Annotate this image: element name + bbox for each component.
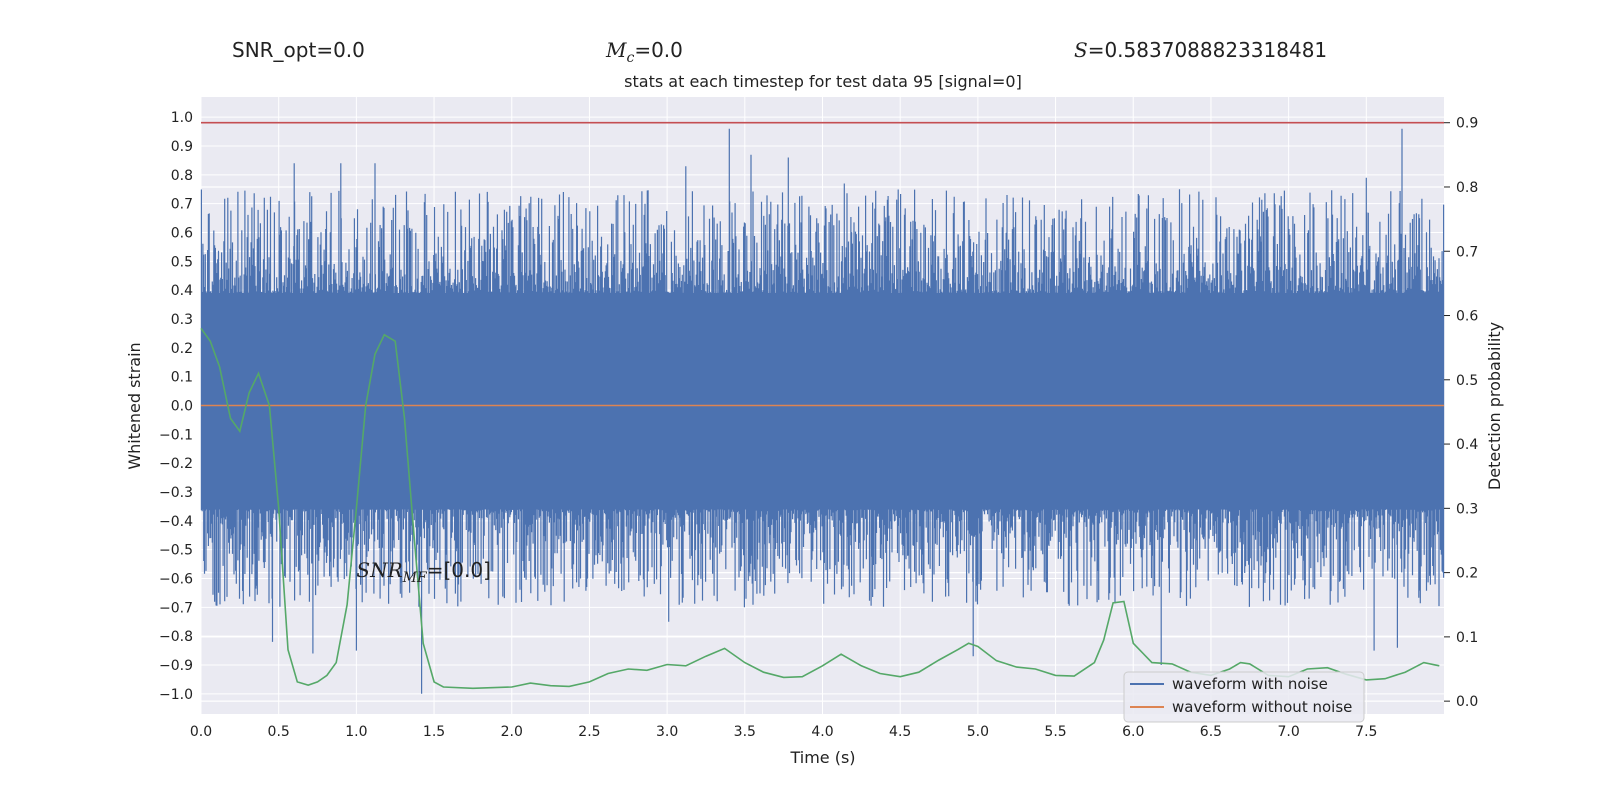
right-y-axis-ticks: 0.9 0.8 0.7 0.6 0.5 0.4 0.3 0.2 0.1 0.0: [1444, 116, 1478, 710]
x-tick-label: 0.5: [268, 724, 290, 740]
x-tick-label: 6.5: [1200, 724, 1222, 740]
y-left-tick-label: −0.5: [159, 543, 193, 559]
y-left-tick-label: −1.0: [159, 687, 193, 703]
y-right-tick-label: 0.5: [1456, 373, 1478, 389]
snr-mf-prefix: SNR: [356, 558, 402, 582]
x-tick-label: 5.5: [1044, 724, 1066, 740]
y-left-tick-label: 0.5: [171, 254, 193, 270]
y-left-tick-label: −0.2: [159, 456, 193, 472]
left-y-axis-label: Whitened strain: [125, 342, 144, 469]
x-tick-label: 2.5: [578, 724, 600, 740]
snr-mf-annotation: SNRMF=[0.0]: [356, 558, 491, 586]
x-tick-label: 2.0: [501, 724, 523, 740]
x-tick-label: 5.0: [967, 724, 989, 740]
y-right-tick-label: 0.2: [1456, 566, 1478, 582]
y-left-tick-label: −0.4: [159, 514, 193, 530]
x-tick-label: 0.0: [190, 724, 212, 740]
snr-mf-value: =[0.0]: [427, 558, 491, 582]
legend: waveform with noise waveform without noi…: [1123, 671, 1365, 723]
y-left-tick-label: 0.8: [171, 168, 193, 184]
y-left-tick-label: −0.1: [159, 427, 193, 443]
score-label: S=0.5837088823318481: [1074, 38, 1327, 62]
x-tick-label: 4.5: [889, 724, 911, 740]
left-y-axis-ticks: 1.0 0.9 0.8 0.7 0.6 0.5 0.4 0.3 0.2 0.1 0.0 −0.1 −0.…: [159, 110, 193, 703]
legend-box: [1123, 671, 1365, 723]
snr-mf-subscript: MF: [402, 570, 428, 586]
y-left-tick-label: −0.3: [159, 485, 193, 501]
y-right-tick-label: 0.7: [1456, 244, 1478, 260]
noise-band: [201, 293, 1444, 510]
mc-value: =0.0: [634, 38, 683, 62]
x-tick-label: 4.0: [811, 724, 833, 740]
y-left-tick-label: 0.9: [171, 139, 193, 155]
y-left-tick-label: 1.0: [171, 110, 193, 126]
mc-subscript: c: [626, 50, 635, 66]
x-axis-label: Time (s): [789, 748, 855, 767]
legend-label-clean: waveform without noise: [1172, 698, 1352, 716]
y-right-tick-label: 0.3: [1456, 501, 1478, 517]
x-tick-label: 3.5: [734, 724, 756, 740]
y-left-tick-label: 0.6: [171, 226, 193, 242]
y-right-tick-label: 0.0: [1456, 694, 1478, 710]
y-right-tick-label: 0.9: [1456, 116, 1478, 132]
y-left-tick-label: −0.8: [159, 629, 193, 645]
mc-symbol: M: [606, 38, 627, 62]
x-tick-label: 3.0: [656, 724, 678, 740]
y-left-tick-label: 0.1: [171, 370, 193, 386]
x-tick-label: 1.5: [423, 724, 445, 740]
y-left-tick-label: 0.3: [171, 312, 193, 328]
x-tick-label: 6.0: [1122, 724, 1144, 740]
x-axis-ticks: 0.0 0.5 1.0 1.5 2.0 2.5 3.0 3.5 4.0 4.5 5.0 5.5 6.0 6…: [190, 724, 1378, 740]
y-right-tick-label: 0.1: [1456, 630, 1478, 646]
y-left-tick-label: 0.2: [171, 341, 193, 357]
chirp-mass-label: Mc=0.0: [606, 38, 683, 66]
right-y-axis-label: Detection probability: [1485, 322, 1504, 490]
y-left-tick-label: −0.6: [159, 571, 193, 587]
snr-opt-label: SNR_opt=0.0: [232, 38, 365, 62]
y-left-tick-label: −0.7: [159, 600, 193, 616]
y-right-tick-label: 0.6: [1456, 309, 1478, 325]
y-left-tick-label: 0.7: [171, 197, 193, 213]
chart-title: stats at each timestep for test data 95 …: [624, 72, 1022, 91]
x-tick-label: 7.0: [1277, 724, 1299, 740]
y-left-tick-label: 0.0: [171, 399, 193, 415]
s-symbol: S: [1074, 38, 1088, 62]
y-right-tick-label: 0.8: [1456, 180, 1478, 196]
s-value: =0.5837088823318481: [1087, 38, 1328, 62]
legend-label-noise: waveform with noise: [1172, 675, 1328, 693]
y-right-tick-label: 0.4: [1456, 437, 1478, 453]
y-left-tick-label: −0.9: [159, 658, 193, 674]
y-left-tick-label: 0.4: [171, 283, 193, 299]
x-tick-label: 7.5: [1355, 724, 1377, 740]
x-tick-label: 1.0: [345, 724, 367, 740]
